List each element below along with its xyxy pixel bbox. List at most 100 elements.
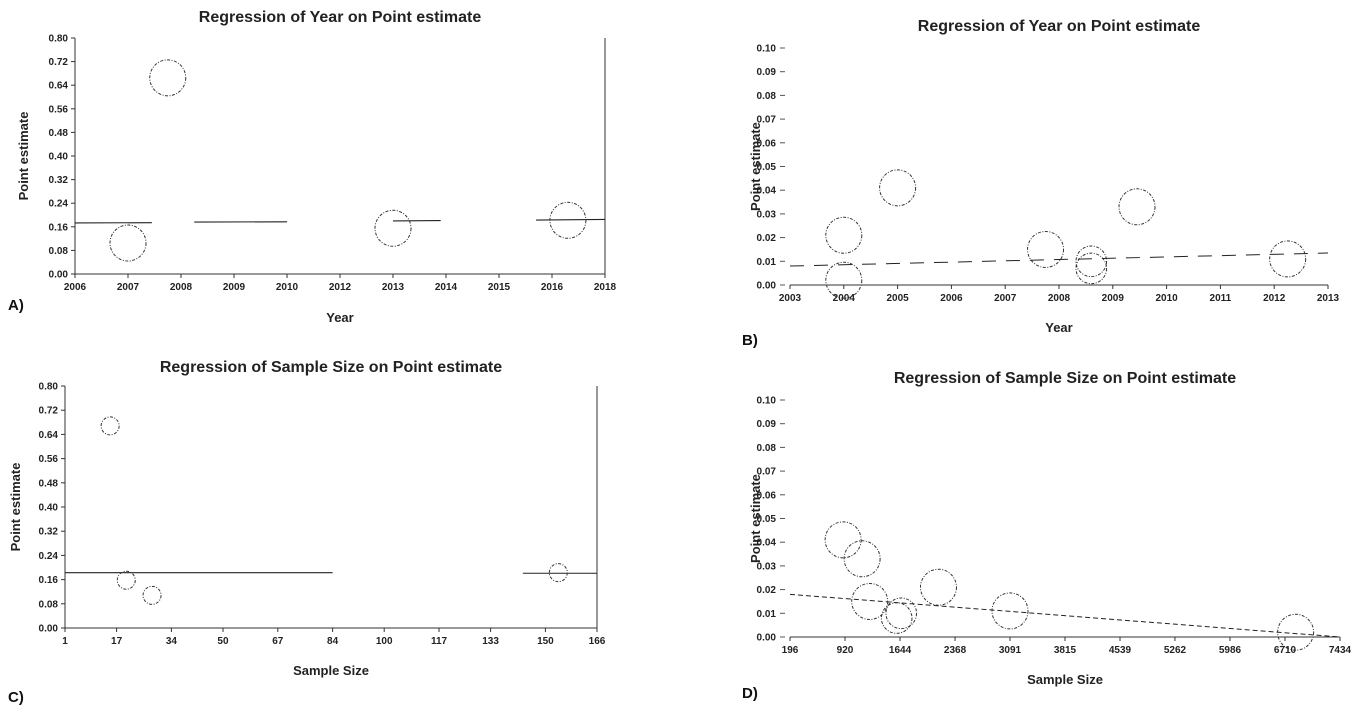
x-tick-label: 2007 [994,293,1017,304]
x-tick-label: 1 [62,636,68,647]
panel-c: Regression of Sample Size on Point estim… [8,359,606,706]
x-axis-label: Year [326,310,353,325]
y-tick-label: 0.24 [49,199,69,210]
y-tick-label: 0.08 [49,246,69,257]
x-tick-label: 2013 [382,282,405,293]
x-tick-label: 50 [217,636,229,647]
x-tick-label: 2009 [1102,293,1125,304]
y-tick-label: 0.07 [757,467,777,478]
x-tick-label: 5262 [1164,645,1187,656]
y-tick-label: 0.03 [757,561,777,572]
panel-label: D) [742,685,758,702]
y-tick-label: 0.24 [39,551,59,562]
y-axis-label: Point estimate [16,112,31,201]
x-tick-label: 2010 [1155,293,1178,304]
x-tick-label: 133 [482,636,499,647]
regression-line [536,218,606,221]
panel-label: A) [8,297,24,314]
y-tick-label: 0.48 [49,128,69,139]
y-tick-label: 0.64 [49,81,69,92]
y-tick-label: 0.32 [49,175,69,186]
y-tick-label: 0.05 [757,514,777,525]
x-tick-label: 2004 [833,293,856,304]
y-tick-label: 0.10 [757,44,777,55]
y-tick-label: 0.00 [39,624,59,635]
y-tick-label: 0.00 [49,270,69,281]
y-tick-label: 0.64 [39,430,59,441]
y-tick-label: 0.07 [757,115,777,126]
x-tick-label: 2368 [944,645,967,656]
data-point [825,261,863,299]
data-point [109,224,147,262]
y-tick-label: 0.04 [757,538,777,549]
x-tick-label: 2012 [329,282,352,293]
y-tick-label: 0.05 [757,162,777,173]
data-point [1277,613,1315,651]
x-tick-label: 67 [272,636,284,647]
x-axis-label: Sample Size [293,663,369,678]
panel-label: B) [742,332,758,349]
data-point [879,169,917,207]
y-tick-label: 0.08 [757,91,777,102]
chart-title: Regression of Sample Size on Point estim… [160,359,502,376]
x-tick-label: 2018 [594,282,617,293]
x-tick-label: 2008 [170,282,193,293]
x-tick-label: 7434 [1329,645,1352,656]
data-point [1075,252,1108,285]
x-tick-label: 2009 [223,282,246,293]
x-tick-label: 4539 [1109,645,1132,656]
data-point [825,216,863,254]
y-tick-label: 0.06 [757,138,777,149]
y-tick-label: 0.40 [39,503,59,514]
x-tick-label: 2008 [1048,293,1071,304]
data-point [100,416,120,436]
x-tick-label: 117 [431,636,448,647]
y-tick-label: 0.16 [39,575,59,586]
data-point [549,201,587,239]
x-tick-label: 2010 [276,282,299,293]
data-point [116,570,136,590]
x-tick-label: 2006 [64,282,87,293]
y-tick-label: 0.80 [49,34,69,45]
x-tick-label: 2011 [1210,293,1232,304]
data-point [851,582,889,620]
x-tick-label: 5986 [1219,645,1242,656]
regression-line [789,252,1329,267]
chart-title: Regression of Sample Size on Point estim… [894,370,1236,387]
chart-title: Regression of Year on Point estimate [918,18,1201,35]
x-tick-label: 2016 [541,282,564,293]
panel-a: Regression of Year on Point estimate A) 0.… [8,9,617,325]
data-point [1075,245,1108,278]
data-point [991,592,1029,630]
y-tick-label: 0.06 [757,490,777,501]
y-tick-label: 0.04 [757,186,777,197]
data-point [149,59,187,97]
x-tick-label: 3091 [999,645,1022,656]
y-tick-label: 0.80 [39,382,59,393]
data-point [548,563,568,583]
x-tick-label: 2003 [779,293,802,304]
x-axis-label: Sample Size [1027,672,1103,687]
y-tick-label: 0.10 [757,396,777,407]
x-tick-label: 920 [837,645,854,656]
y-tick-label: 0.40 [49,152,69,163]
y-axis-label: Point estimate [8,463,23,552]
data-point [824,521,862,559]
y-tick-label: 0.72 [49,57,69,68]
panel-d: Regression of Sample Size on Point estim… [742,370,1352,702]
x-tick-label: 3815 [1054,645,1077,656]
y-axis-label: Point estimate [748,474,763,563]
y-tick-label: 0.32 [39,527,59,538]
x-tick-label: 2006 [940,293,963,304]
x-tick-label: 84 [327,636,339,647]
y-tick-label: 0.16 [49,222,69,233]
y-tick-label: 0.56 [49,104,69,115]
data-point [885,597,918,630]
data-point [1027,230,1065,268]
data-point [142,585,162,605]
y-tick-label: 0.02 [757,233,777,244]
data-point [880,602,913,634]
y-tick-label: 0.03 [757,209,777,220]
data-point [374,209,412,247]
